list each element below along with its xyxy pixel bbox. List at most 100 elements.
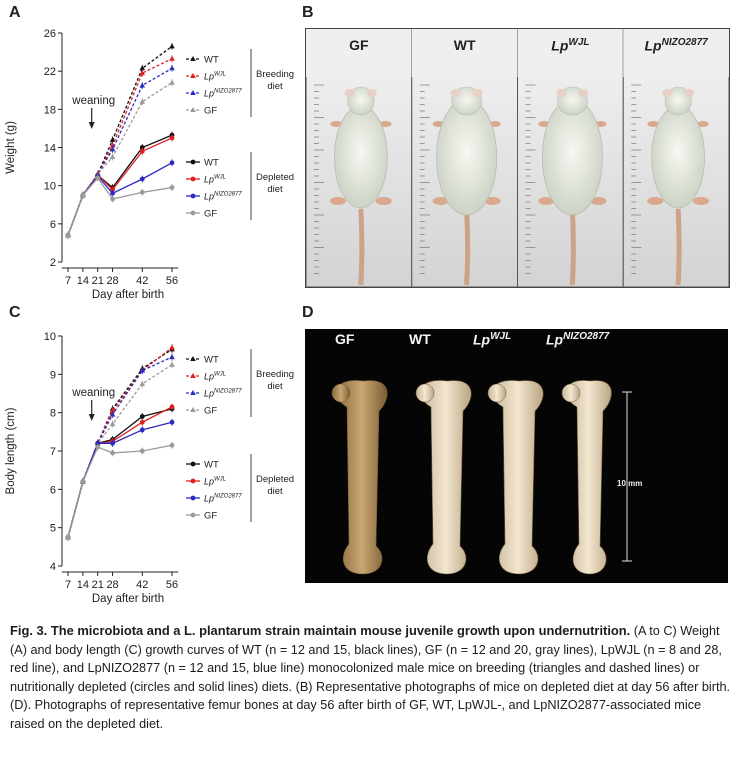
x-axis-label: Day after birth	[92, 289, 164, 300]
y-axis-label: Weight (g)	[5, 121, 17, 174]
data-point	[169, 55, 175, 61]
series-line	[67, 346, 173, 538]
diet-group-label: Breeding	[256, 369, 294, 380]
diet-group-label: Depleted	[256, 172, 294, 183]
data-point	[95, 175, 101, 181]
caption-title: Fig. 3. The microbiota and a L. plantaru…	[10, 623, 631, 638]
legend-label: GF	[204, 209, 217, 220]
x-tick-label: 7	[65, 275, 71, 287]
data-point	[169, 65, 175, 71]
data-point	[139, 419, 145, 425]
data-point	[169, 160, 175, 166]
mouse-photo-label: LpNIZO2877	[644, 37, 708, 54]
y-tick-label: 8	[50, 408, 56, 420]
data-point	[95, 440, 101, 446]
x-tick-label: 14	[77, 579, 89, 591]
x-tick-label: 42	[136, 579, 148, 591]
mouse-photo	[622, 29, 729, 287]
legend-label: GF	[204, 511, 217, 522]
femur-photo-label: LpNIZO2877	[546, 331, 610, 348]
data-point	[169, 442, 175, 448]
series-line	[67, 134, 173, 236]
y-tick-label: 10	[44, 331, 56, 343]
x-tick-label: 7	[65, 579, 71, 591]
x-tick-label: 56	[166, 579, 178, 591]
data-point	[110, 440, 115, 446]
series-line	[67, 45, 173, 236]
scale-bar-label: 10 mm	[617, 479, 643, 488]
data-point	[139, 98, 146, 104]
x-tick-label: 21	[92, 275, 104, 287]
data-point	[169, 344, 175, 350]
data-point	[139, 427, 145, 433]
data-point	[169, 135, 175, 141]
mouse-photo	[411, 29, 518, 287]
data-point	[139, 145, 145, 150]
legend-label: LpWJL	[204, 72, 226, 82]
y-tick-label: 10	[44, 181, 56, 193]
series-line	[67, 162, 173, 236]
data-point	[110, 187, 115, 192]
data-point	[169, 404, 175, 410]
weaning-arrowhead	[88, 122, 95, 129]
legend-label: LpWJL	[204, 477, 226, 487]
x-axis-label: Day after birth	[92, 593, 164, 605]
x-tick-label: 28	[106, 275, 118, 287]
femur-photo-label: LpWJL	[473, 331, 512, 348]
legend-label: WT	[204, 355, 219, 366]
mouse-photo	[517, 29, 624, 287]
panel-letter-c: C	[9, 304, 21, 321]
data-point	[65, 232, 71, 238]
data-point	[65, 534, 71, 540]
data-point	[139, 448, 145, 454]
legend-label: GF	[204, 106, 217, 117]
caption-body: (A to C) Weight (A) and body length (C) …	[10, 624, 731, 731]
legend-label: LpNIZO2877	[204, 192, 242, 202]
y-tick-label: 22	[44, 66, 56, 78]
data-point	[139, 82, 146, 88]
data-point	[139, 65, 146, 71]
x-tick-label: 56	[166, 275, 178, 287]
data-point	[109, 411, 116, 417]
diet-group-label: diet	[267, 184, 283, 195]
legend-label: WT	[204, 460, 219, 471]
mouse-photo-label: GF	[349, 37, 369, 53]
x-tick-label: 14	[77, 275, 89, 287]
y-tick-label: 6	[50, 219, 56, 231]
x-tick-label: 21	[92, 579, 104, 591]
mice-photo-illustration	[306, 29, 729, 287]
data-point	[109, 154, 116, 160]
series-line	[67, 444, 173, 538]
y-tick-label: 6	[50, 484, 56, 496]
data-point	[169, 354, 175, 360]
weaning-arrowhead	[88, 414, 95, 421]
data-point	[169, 361, 175, 367]
data-point	[110, 450, 115, 456]
legend-label: LpNIZO2877	[204, 389, 242, 399]
series-line	[67, 356, 173, 538]
series-line	[67, 137, 173, 236]
femur-bone	[561, 380, 612, 575]
series-line	[67, 58, 173, 236]
series-line	[67, 408, 173, 538]
data-point	[80, 479, 86, 485]
diet-group-label: diet	[267, 81, 283, 92]
y-tick-label: 7	[50, 446, 56, 458]
data-point	[139, 414, 145, 419]
femur-bone	[415, 380, 472, 575]
data-point	[139, 189, 145, 195]
y-tick-label: 5	[50, 523, 56, 535]
y-tick-label: 2	[50, 257, 56, 269]
diet-group-label: Breeding	[256, 69, 294, 80]
data-point	[109, 421, 116, 427]
diet-group-label: diet	[267, 486, 283, 497]
data-point	[80, 192, 86, 198]
mouse-photo	[306, 29, 413, 287]
data-point	[110, 196, 115, 202]
mouse-photo-label: WT	[453, 37, 476, 53]
series-line	[67, 348, 173, 538]
x-tick-label: 42	[136, 275, 148, 287]
data-point	[109, 146, 116, 152]
